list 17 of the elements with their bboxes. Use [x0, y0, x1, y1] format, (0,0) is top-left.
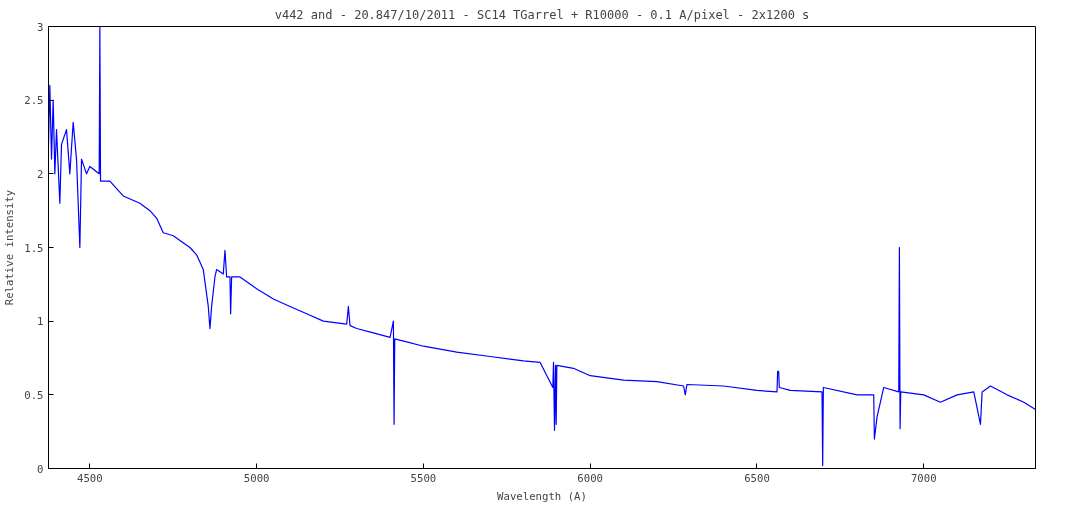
x-tick-label: 5000	[243, 471, 270, 485]
y-tick-label: 0.5	[24, 388, 44, 402]
y-tick-label: 2	[37, 167, 44, 181]
y-axis-title: Relative intensity	[3, 189, 17, 306]
x-tick-label: 4500	[77, 471, 103, 485]
y-tick-label: 1	[37, 315, 44, 329]
x-axis-title: Wavelength (A)	[497, 489, 587, 503]
x-tick-label: 7000	[910, 471, 937, 485]
x-tick-label: 6000	[577, 471, 604, 485]
x-tick-label: 6500	[744, 471, 770, 485]
y-tick-label: 0	[37, 462, 44, 476]
line-series	[48, 26, 1036, 467]
chart-title: v442 and - 20.847/10/2011 - SC14 TGarrel + R10000 - 0.1 A/pixel - 2x1200 s	[274, 7, 810, 22]
x-tick-label: 5500	[410, 471, 437, 485]
y-tick-label: 1.5	[24, 241, 44, 255]
y-tick-label: 2.5	[24, 94, 44, 108]
y-tick-label: 3	[37, 20, 44, 34]
